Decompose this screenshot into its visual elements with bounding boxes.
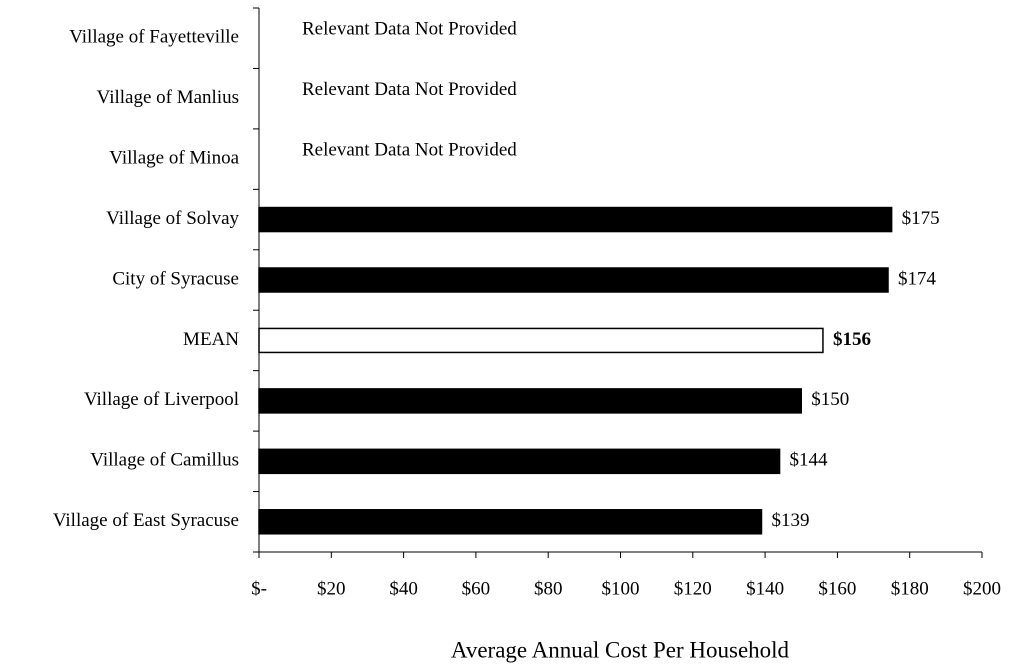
- annotation: Relevant Data Not Provided: [302, 79, 517, 100]
- x-tick-label: $80: [534, 578, 563, 599]
- x-tick-label: $20: [317, 578, 346, 599]
- x-tick-label: $160: [818, 578, 856, 599]
- value-label: $175: [902, 208, 940, 229]
- bar: [258, 206, 893, 233]
- value-label: $139: [771, 510, 809, 531]
- x-axis-label: Average Annual Cost Per Household: [451, 637, 790, 662]
- annotation: Relevant Data Not Provided: [302, 19, 517, 40]
- x-tick-label: $100: [602, 578, 640, 599]
- value-label: $150: [811, 389, 849, 410]
- y-tick-label: Village of Minoa: [109, 147, 239, 168]
- y-tick-label: Village of Solvay: [106, 208, 239, 229]
- x-tick-label: $180: [891, 578, 929, 599]
- y-tick-label: City of Syracuse: [112, 268, 239, 289]
- x-tick-label: $-: [251, 578, 267, 599]
- y-tick-label: Village of Manlius: [97, 87, 239, 108]
- bar: [258, 327, 824, 354]
- x-tick-label: $200: [963, 578, 1001, 599]
- x-tick-label: $40: [389, 578, 418, 599]
- x-tick-label: $60: [462, 578, 491, 599]
- bar: [258, 267, 889, 293]
- y-tick-label: Village of Camillus: [90, 450, 239, 471]
- y-tick-label: Village of Fayetteville: [69, 27, 239, 48]
- value-label: $144: [790, 450, 829, 471]
- bar: [258, 509, 763, 535]
- y-tick-label: Village of Liverpool: [84, 389, 239, 410]
- bar: [258, 448, 781, 475]
- value-label: $156: [833, 329, 871, 350]
- y-tick-label: MEAN: [183, 329, 239, 350]
- x-tick-label: $120: [674, 578, 712, 599]
- y-tick-label: Village of East Syracuse: [53, 510, 239, 531]
- x-tick-label: $140: [746, 578, 784, 599]
- bar: [258, 388, 802, 414]
- value-label: $174: [898, 268, 937, 289]
- annotation: Relevant Data Not Provided: [302, 139, 517, 160]
